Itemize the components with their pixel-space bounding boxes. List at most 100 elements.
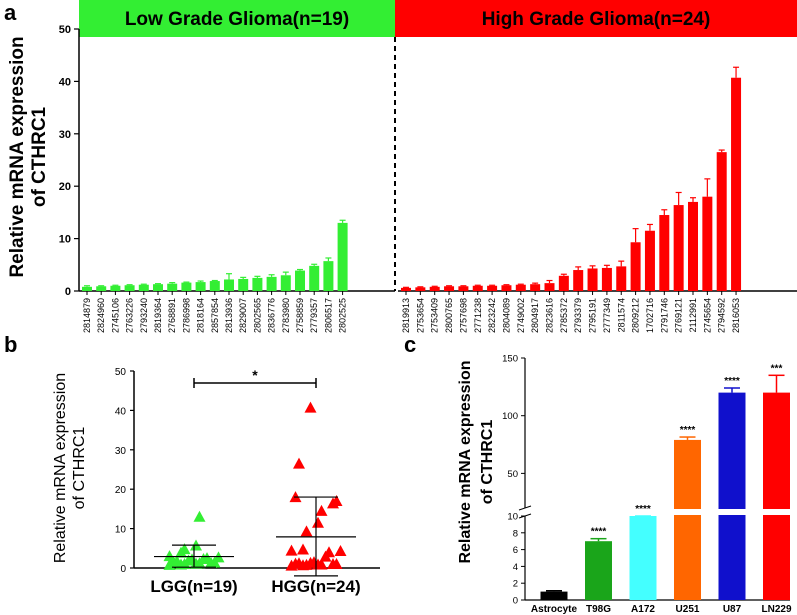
panel-b-point (334, 545, 347, 557)
panel-b-point (330, 495, 343, 507)
panel-a-bar (167, 283, 178, 291)
panel-a-bar (458, 286, 469, 291)
panel-a-bar (415, 287, 426, 291)
panel-b-ytick-label: 40 (115, 406, 127, 417)
panel-c-bar (718, 392, 746, 600)
panel-a-bar (601, 267, 612, 291)
panel-b-point (285, 544, 298, 556)
panel-a-ytick-label: 40 (59, 76, 71, 88)
panel-a-bar (280, 275, 291, 291)
panel-b-point (163, 550, 176, 562)
panel-a-bar (124, 285, 135, 291)
panel-c-break-mark (518, 513, 532, 519)
panel-c-ytick-label: 0 (513, 596, 518, 607)
panel-b-point (330, 558, 343, 570)
hgg-label: HGG(n=24) (271, 577, 360, 596)
lgg-label: LGG(n=19) (150, 577, 237, 596)
panel-a-bar (309, 265, 320, 291)
panel-c-xtick-label: LN229 (761, 604, 791, 615)
panel-a-bar (501, 285, 512, 291)
panel-a-xtick-label: 2811574 (616, 298, 626, 332)
panel-a-xtick-label: 2836776 (267, 298, 277, 333)
panel-a-xtick-label: 2814879 (82, 298, 92, 333)
panel-b-point (304, 401, 317, 413)
panel-a-bar (688, 201, 698, 291)
panel-a-xtick-label: 2745654 (702, 298, 712, 333)
panel-a-xtick-label: 2823616 (545, 298, 555, 333)
panel-a-bar (530, 284, 541, 291)
panel-c-bar-break (717, 509, 747, 515)
panel-a-bar (195, 282, 206, 291)
panel-a-xtick-label: 2794592 (717, 298, 727, 333)
panel-a-bar (544, 283, 555, 291)
panel-b-point (323, 546, 335, 558)
panel-b-point (312, 516, 324, 528)
panel-b-ytick-label: 10 (115, 525, 127, 536)
panel-c-bar (585, 541, 612, 600)
panel-a-bar (429, 286, 440, 291)
panel-c-bar (763, 392, 790, 600)
panel-a-xtick-label: 2800765 (444, 298, 454, 333)
panel-b-point (293, 557, 305, 569)
panel-b-ylabel-line1: Relative mRNA expression (52, 373, 69, 563)
panel-c-xtick-label: U251 (676, 604, 700, 615)
panel-a-bar (573, 270, 584, 291)
panel-a-bar (702, 196, 713, 291)
panel-b-point (308, 556, 320, 568)
panel-a-ytick-label: 0 (65, 286, 71, 298)
panel-c-bar (629, 516, 657, 600)
panel-a-xtick-label: 2779357 (309, 298, 319, 333)
panel-a-xtick-label: 1702716 (645, 298, 655, 333)
panel-a-xtick-label: 2745106 (110, 298, 120, 333)
panel-a-xtick-label: 2795191 (588, 298, 598, 333)
panel-a-bar (153, 284, 163, 291)
panel-a-xtick-label: 2802525 (338, 298, 348, 333)
panel-b-point (297, 543, 309, 555)
panel-c-xtick-label: A172 (631, 604, 655, 615)
panel-b-point (186, 553, 198, 565)
panel-a-xtick-label: 2857854 (210, 298, 220, 333)
panel-c-bar-break (673, 509, 702, 515)
panel-a-bar (252, 277, 263, 291)
panel-a-ytick-label: 10 (59, 234, 71, 246)
panel-c-ytick-label: 50 (507, 469, 518, 480)
panel-a-xtick-label: 2806517 (323, 298, 333, 333)
panel-c-significance: **** (635, 504, 651, 515)
panel-c-significance: *** (771, 363, 783, 374)
panel-c-bar-break (762, 509, 791, 515)
panel-a-xtick-label: 2786998 (181, 298, 191, 333)
panel-c-significance: **** (680, 425, 696, 436)
panel-c-ytick-label: 10 (507, 512, 518, 523)
panel-a-ytick-label: 50 (59, 24, 71, 36)
panel-a-bar (472, 285, 483, 291)
low-grade-banner-label: Low Grade Glioma(n=19) (125, 9, 349, 30)
panel-c-bar (674, 439, 701, 600)
panel-a-xtick-label: 2783980 (281, 298, 291, 333)
panel-a-xtick-label: 2793379 (573, 298, 583, 333)
panel-a-xtick-label: 2802565 (252, 298, 262, 333)
panel-c-bar (540, 591, 568, 600)
panel-a-xtick-label: 2804917 (530, 298, 540, 333)
panel-a-bar (337, 222, 348, 291)
panel-a-bar (716, 152, 727, 291)
panel-a-xtick-label: 2823242 (487, 298, 497, 333)
panel-a-bar (266, 276, 277, 291)
panel-b-ytick-label: 30 (115, 446, 127, 457)
panel-a-bar (587, 268, 598, 291)
panel-a-bar (659, 215, 670, 291)
panel-a-xtick-label: 2112991 (688, 298, 698, 332)
panel-a-bar (181, 282, 192, 291)
panel-a-bar (630, 242, 641, 291)
panel-a-xtick-label: 2763226 (125, 298, 135, 333)
panel-a-ylabel-line1: Relative mRNA expression (7, 36, 28, 277)
panel-c-ytick-label: 2 (513, 579, 518, 590)
panel-a-ylabel-line2: of CTHRC1 (29, 106, 50, 207)
panel-a-xtick-label: 2791746 (659, 298, 669, 333)
panel-a-xtick-label: 2809212 (631, 298, 641, 333)
panel-b-point (315, 504, 328, 516)
panel-c-xtick-label: T98G (586, 604, 611, 615)
panel-a-bar (138, 284, 149, 291)
panel-a-ytick-label: 30 (59, 129, 71, 141)
panel-a-xtick-label: 2771238 (473, 298, 483, 333)
panel-a-xtick-label: 2804089 (501, 298, 511, 333)
